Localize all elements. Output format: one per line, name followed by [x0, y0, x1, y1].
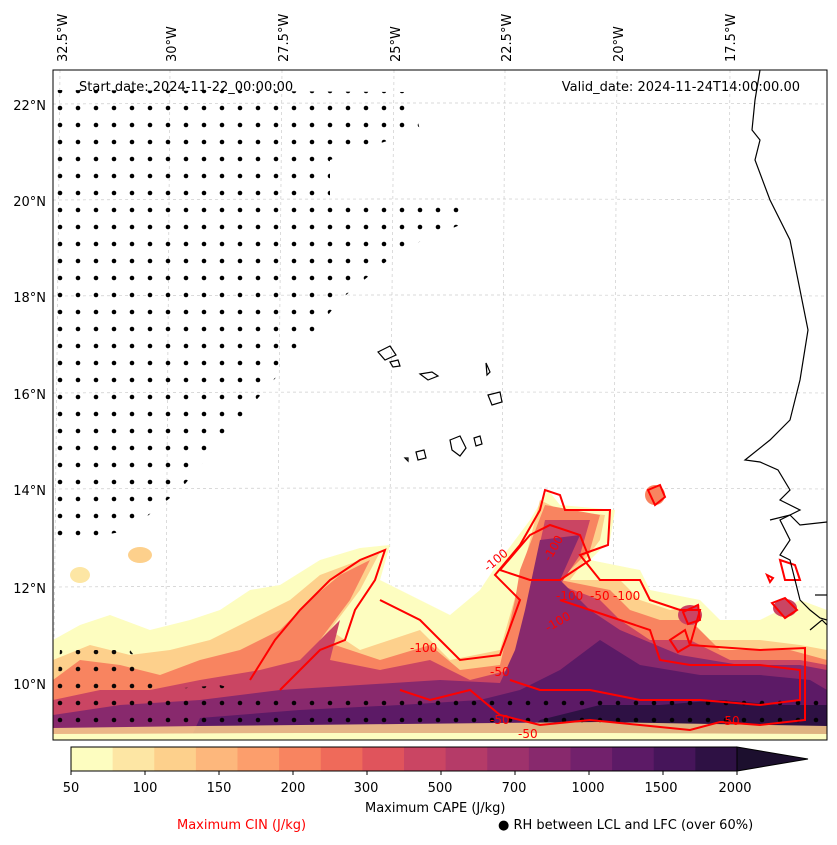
lat-label: 16°N	[13, 388, 46, 403]
longitude-labels: 32.5°W 30°W 27.5°W 25°W 22.5°W 20°W 17.5…	[56, 14, 739, 62]
rh-legend: ● RH between LCL and LFC (over 60%)	[498, 818, 754, 833]
colorbar-segment	[71, 747, 114, 771]
lon-label: 22.5°W	[500, 14, 515, 62]
rh-stipple-region	[53, 90, 470, 540]
lon-label: 17.5°W	[724, 14, 739, 62]
cbar-tick: 2000	[718, 781, 752, 796]
latitude-labels: 22°N 20°N 18°N 16°N 14°N 12°N 10°N	[13, 99, 46, 693]
valid-date-label: Valid_date: 2024-11-24T14:00:00.00	[562, 80, 800, 95]
contour-label: -50	[490, 665, 510, 679]
map-frame	[52, 69, 828, 741]
colorbar-segment	[154, 747, 197, 771]
lat-label: 10°N	[13, 678, 46, 693]
lon-label: 25°W	[389, 26, 404, 62]
contour-label: -50	[490, 713, 510, 727]
contour-label: -50	[720, 714, 740, 728]
colorbar-segment	[653, 747, 696, 771]
cbar-tick: 100	[132, 781, 158, 796]
lat-label: 20°N	[13, 195, 46, 210]
cbar-tick: 1000	[571, 781, 605, 796]
colorbar-segment	[570, 747, 613, 771]
lon-label: 27.5°W	[277, 14, 292, 62]
colorbar-segment	[112, 747, 155, 771]
contour-label: -50	[518, 727, 538, 741]
colorbar-segment	[487, 747, 530, 771]
colorbar-segment	[195, 747, 238, 771]
cbar-tick: 700	[501, 781, 527, 796]
cbar-tick: 300	[353, 781, 379, 796]
lon-label: 32.5°W	[56, 14, 71, 62]
lon-label: 20°W	[612, 26, 627, 62]
colorbar-label: Maximum CAPE (J/kg)	[365, 801, 506, 816]
colorbar-segment	[404, 747, 447, 771]
colorbar-segment	[237, 747, 280, 771]
colorbar-segment	[445, 747, 488, 771]
colorbar-segment	[612, 747, 655, 771]
cbar-tick: 1500	[644, 781, 678, 796]
contour-label: -50	[590, 589, 610, 603]
start-date-label: Start date: 2024-11-22_00:00:00	[79, 80, 293, 95]
colorbar-segment	[362, 747, 405, 771]
colorbar-extend-arrow	[736, 746, 809, 772]
colorbar-segment	[695, 747, 738, 771]
lat-label: 18°N	[13, 291, 46, 306]
cbar-tick: 50	[62, 781, 80, 796]
colorbar-segment	[320, 747, 363, 771]
cbar-tick: 500	[427, 781, 453, 796]
contour-label: -100	[410, 641, 437, 655]
contour-label: -100	[613, 589, 640, 603]
coastline-islands	[377, 345, 503, 463]
coastline-africa	[743, 70, 827, 631]
lat-label: 12°N	[13, 582, 46, 597]
lat-label: 14°N	[13, 484, 46, 499]
cbar-tick: 200	[280, 781, 306, 796]
colorbar-segment	[279, 747, 322, 771]
colorbar-border	[70, 746, 737, 772]
rh-stipple-south	[53, 650, 827, 740]
cin-contours	[249, 483, 806, 732]
cbar-tick: 150	[206, 781, 232, 796]
colorbar	[70, 746, 809, 775]
contour-label: -100	[556, 589, 583, 603]
lon-label: 30°W	[165, 26, 180, 62]
colorbar-segment	[528, 747, 571, 771]
lat-label: 22°N	[13, 99, 46, 114]
cin-legend: Maximum CIN (J/kg)	[177, 818, 307, 833]
